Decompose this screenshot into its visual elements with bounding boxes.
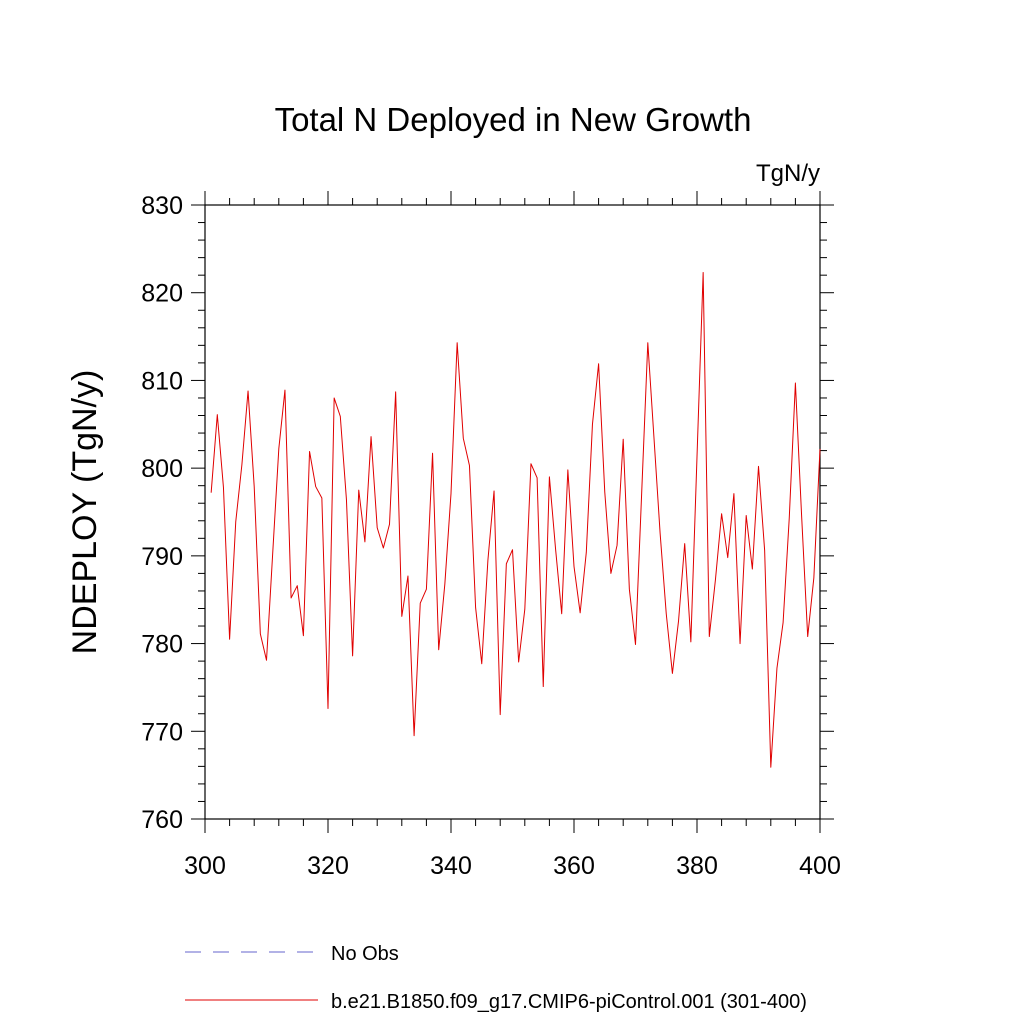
plot-frame xyxy=(204,204,821,820)
x-tick-label: 320 xyxy=(307,852,349,880)
axis-tick-labels: 760 770 780 790 800 810 820 830 300 320 340 360 380 4… xyxy=(141,192,841,880)
axis-ticks xyxy=(191,191,834,833)
series-layer xyxy=(210,272,821,768)
y-axis-label: NDEPLOY (TgN/y) xyxy=(66,370,104,655)
x-tick-label: 340 xyxy=(430,852,472,880)
y-tick-label: 760 xyxy=(141,806,183,834)
y-tick-label: 820 xyxy=(141,280,183,308)
y-tick-label: 810 xyxy=(141,367,183,395)
y-tick-label: 780 xyxy=(141,631,183,659)
y-tick-label: 830 xyxy=(141,192,183,220)
y-tick-label: 800 xyxy=(141,455,183,483)
legend-label: No Obs xyxy=(331,943,399,965)
series-line xyxy=(210,272,821,768)
legend-label: b.e21.B1850.f09_g17.CMIP6-piControl.001 … xyxy=(331,991,807,1013)
y-tick-label: 790 xyxy=(141,543,183,571)
x-tick-label: 400 xyxy=(799,852,841,880)
chart-title: Total N Deployed in New Growth xyxy=(275,101,752,138)
legend: No Obs b.e21.B1850.f09_g17.CMIP6-piContro… xyxy=(185,943,807,1013)
x-tick-label: 380 xyxy=(676,852,718,880)
units-label: TgN/y xyxy=(756,160,820,187)
y-tick-label: 770 xyxy=(141,718,183,746)
x-tick-label: 360 xyxy=(553,852,595,880)
x-tick-label: 300 xyxy=(184,852,226,880)
